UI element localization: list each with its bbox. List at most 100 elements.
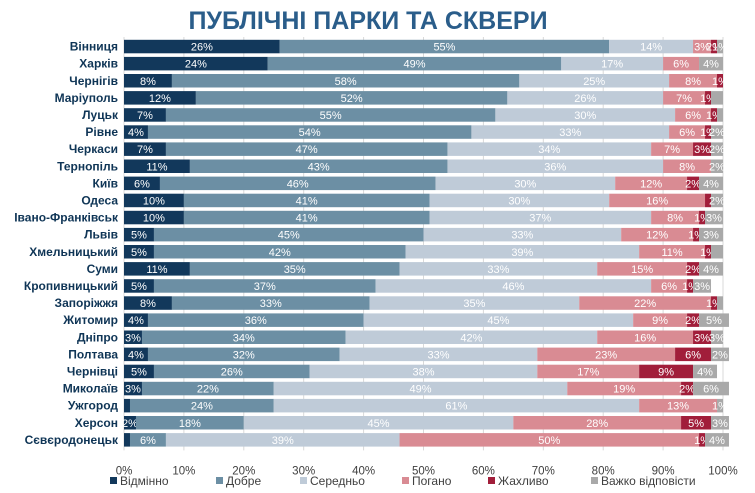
data-label: 23% [595,349,617,361]
bar-segment [639,398,718,413]
bar-segment [129,433,166,447]
data-label: 32% [233,349,255,361]
data-label: 2% [122,418,138,430]
bar-segment [663,159,712,173]
data-label: 6% [703,384,719,396]
data-label: 6% [679,127,695,139]
data-label: 42% [460,332,482,344]
category-label: Луцьк [82,108,119,122]
bar-segment [267,56,562,71]
bar-segment [171,74,520,88]
data-label: 4% [703,178,719,190]
bar-segment [165,108,496,122]
data-label: 17% [601,59,623,71]
data-label: 26% [221,366,243,378]
bar-segment [579,296,712,310]
data-label: 3% [694,332,710,344]
category-label: Сєвєродонецьк [25,433,119,447]
data-label: 26% [191,42,213,54]
data-label: 8% [140,298,156,310]
legend-swatch [488,477,495,484]
category-label: Запоріжжя [55,296,118,310]
data-label: 2% [709,144,725,156]
bar-segment [189,262,400,276]
bar-segment [124,91,196,105]
bar-segment [609,193,706,208]
data-label: 49% [403,59,425,71]
bar-segment [717,74,723,88]
data-label: 8% [140,76,156,88]
data-label: 14% [640,42,662,54]
bar-segment [273,398,640,413]
data-label: 18% [179,418,201,430]
bar-segment [147,313,364,327]
bar-segment [124,296,172,310]
bar-segment [597,330,694,344]
bar-segment [124,108,166,122]
category-label: Кропивницький [24,279,118,293]
bar-segment [423,227,622,242]
data-label: 42% [269,247,291,259]
x-tick-label: 100% [708,465,737,477]
category-label: Херсон [75,416,118,430]
data-label: 4% [703,59,719,71]
bar-segment [609,39,694,54]
data-label: 2% [709,161,725,173]
data-label: 50% [538,435,560,447]
data-label: 34% [538,144,560,156]
bar-segment [699,262,723,276]
category-labels: Вінниця Харків Чернігів Маріуполь Луцьк Рівне… [14,40,119,447]
bar-segment [135,416,244,430]
grid-lines [123,37,724,451]
bar-segment [705,91,712,105]
legend-swatch [300,477,307,484]
bar-segment [711,159,723,173]
bar-segment [681,381,694,396]
bar-segment [141,381,274,396]
data-label: 9% [652,315,668,327]
data-label: 12% [646,230,668,242]
data-label: 2% [709,195,725,207]
category-label: Івано-Франківськ [14,211,119,225]
bar-segment [633,313,688,327]
data-label: 46% [502,281,524,293]
bar-segment [693,279,712,293]
bar-segment [675,108,712,122]
data-label: 3% [709,332,725,344]
data-label: 33% [260,298,282,310]
bar-segment [567,381,682,396]
bar-segment [171,296,370,310]
bar-segment [243,416,514,430]
bar-segment [124,142,166,156]
bar-segment [615,176,688,191]
bar-segment [699,433,706,447]
x-tick-label: 80% [592,465,615,477]
data-label: 6% [140,435,156,447]
data-label: 6% [134,178,150,190]
bar-segment [621,227,694,242]
bar-segment [687,279,694,293]
bar-segment [363,313,634,327]
data-label: 5% [688,418,704,430]
data-label: 5% [131,247,147,259]
x-tick-label: 10% [172,465,195,477]
data-label: 4% [697,366,713,378]
data-label: 5% [706,315,722,327]
bar-segment [279,39,610,54]
bar-segment [153,245,406,259]
legend-label: Жахливо [498,474,549,488]
bar-segment [165,433,400,447]
bar-segment [153,279,376,293]
bar-segment [687,176,700,191]
bar-segment [651,210,700,225]
x-tick-label: 40% [352,465,375,477]
category-label: Київ [93,176,118,190]
data-label: 10% [143,195,165,207]
bar-segment [124,279,154,293]
bar-segment [147,347,340,362]
bar-segment [711,91,723,105]
x-axis-tick-labels: 0% 10% 20% 30% 40% 50% 60% 70% 80% 90% 100% [116,465,738,477]
data-label: 4% [128,315,144,327]
data-label: 8% [679,161,695,173]
